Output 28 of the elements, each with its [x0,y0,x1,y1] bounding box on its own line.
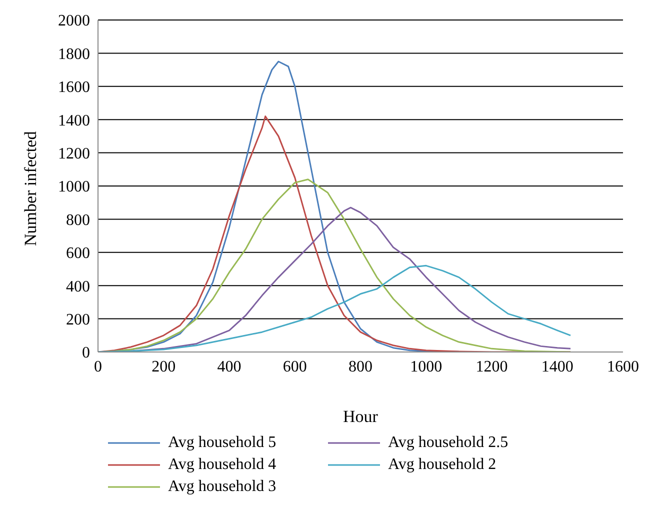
y-tick-label: 1600 [58,79,90,96]
x-tick-label: 1600 [607,358,639,376]
y-tick-label: 1200 [58,145,90,162]
x-tick-label: 200 [152,358,176,376]
legend-label: Avg household 2 [388,456,496,474]
y-tick-label: 800 [66,212,90,229]
y-tick-label: 200 [66,311,90,328]
y-tick-label: 0 [82,344,90,362]
x-tick-label: 600 [282,358,307,376]
y-tick-label: 1000 [58,178,90,196]
y-tick-label: 1400 [58,112,90,130]
x-tick-label: 800 [348,358,372,376]
legend-label: Avg household 2.5 [388,434,508,452]
legend-label: Avg household 4 [168,456,276,474]
y-tick-label: 1800 [58,46,90,63]
x-tick-label: 1200 [476,358,508,376]
legend-label: Avg household 5 [168,434,276,452]
line-series [98,264,572,352]
x-tick-label: 1400 [541,358,574,376]
x-tick-label: 400 [217,358,242,376]
y-tick-label: 2000 [58,12,90,30]
legend-label: Avg household 3 [168,478,276,496]
x-tick-label: 1000 [410,358,442,376]
x-axis-title: Hour [343,407,378,426]
x-tick-label: 0 [94,358,102,376]
y-axis-title: Number infected [21,130,40,246]
y-tick-label: 400 [66,278,90,296]
y-tick-label: 600 [66,245,90,262]
